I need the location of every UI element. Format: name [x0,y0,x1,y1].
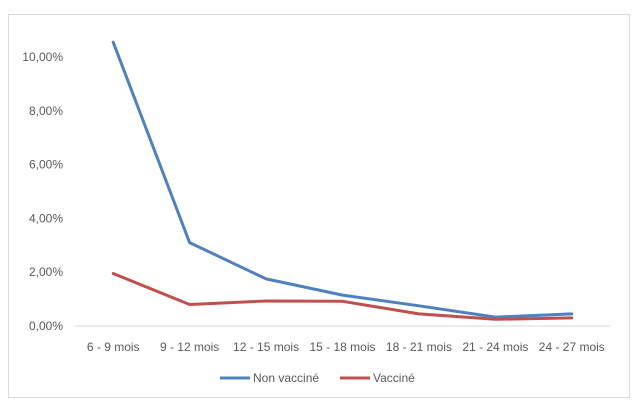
y-tick-label: 10,00% [22,50,63,64]
chart-area [8,14,630,398]
legend-label: Non vacciné [253,371,319,385]
y-tick-label: 6,00% [29,158,63,172]
x-tick-label: 24 - 27 mois [539,340,605,354]
y-tick-label: 2,00% [29,265,63,279]
legend-label: Vacciné [373,371,415,385]
x-tick-label: 6 - 9 mois [87,340,140,354]
series-line-vaccine [111,272,574,321]
legend: Non vacciné Vacciné [220,371,415,385]
axes: 0,00% 2,00% 4,00% 6,00% 8,00% 10,00% 6 - 9 moi… [22,50,610,354]
x-tick-label: 12 - 15 mois [233,340,299,354]
y-tick-label: 8,00% [29,104,63,118]
y-tick-label: 4,00% [29,211,63,225]
series-lines [111,40,574,321]
series-line-non-vaccine [111,40,574,319]
x-tick-label: 9 - 12 mois [160,340,219,354]
x-tick-label: 15 - 18 mois [309,340,375,354]
x-tick-label: 18 - 21 mois [386,340,452,354]
y-tick-label: 0,00% [29,319,63,333]
x-tick-label: 21 - 24 mois [462,340,528,354]
